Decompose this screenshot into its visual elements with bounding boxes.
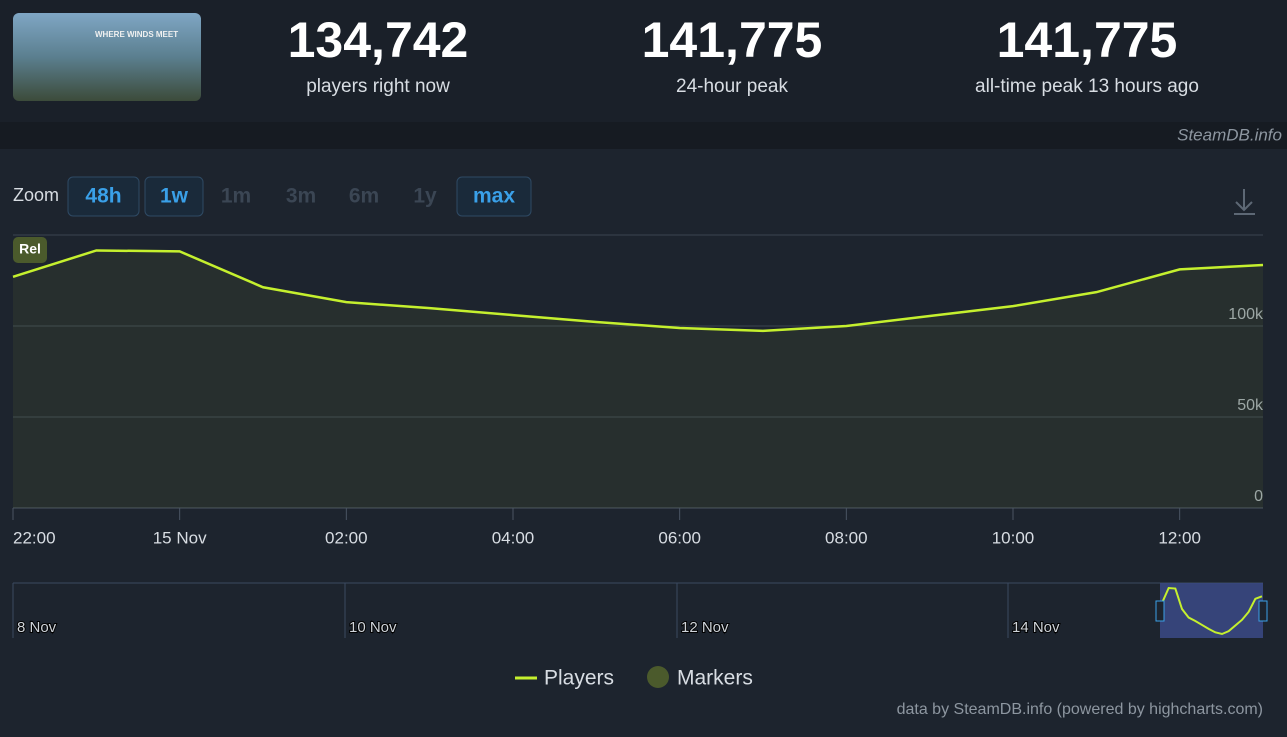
- zoom-button-label[interactable]: 1y: [413, 185, 437, 208]
- legend-symbol[interactable]: [647, 666, 669, 688]
- download-icon[interactable]: [1234, 189, 1255, 215]
- x-tick-label: 06:00: [658, 528, 701, 547]
- annotation-label: Rel: [19, 241, 41, 257]
- zoom-button-label[interactable]: 3m: [286, 185, 316, 208]
- game-image: [13, 13, 201, 101]
- navigator-label: 8 Nov: [17, 619, 57, 636]
- x-tick-label: 15 Nov: [153, 528, 207, 547]
- stat-label: players right now: [306, 76, 450, 97]
- stat-label: all-time peak 13 hours ago: [975, 76, 1199, 97]
- logo-text: WHERE WINDS MEET: [95, 30, 178, 39]
- navigator-handle[interactable]: [1155, 600, 1165, 622]
- stat-value: 141,775: [642, 12, 823, 68]
- header-bg: [0, 0, 1287, 122]
- y-tick-label: 100k: [1228, 306, 1264, 323]
- zoom-button-label[interactable]: 1w: [160, 185, 189, 208]
- area: [13, 250, 1263, 508]
- zoom-button[interactable]: [67, 176, 140, 217]
- navigator-line: [1161, 586, 1263, 636]
- x-tick-label: 10:00: [992, 528, 1035, 547]
- stat-value: 134,742: [288, 12, 469, 68]
- zoom-button[interactable]: [144, 176, 204, 217]
- navigator-handle[interactable]: [1258, 600, 1268, 622]
- x-tick-label: 12:00: [1158, 528, 1201, 547]
- zoom-button-label[interactable]: 48h: [85, 185, 121, 208]
- navigator-label: 14 Nov: [1012, 619, 1060, 636]
- source-link[interactable]: SteamDB.info: [1177, 125, 1282, 144]
- zoom-button[interactable]: [456, 176, 532, 217]
- x-tick-label: 08:00: [825, 528, 868, 547]
- y-tick-label: 50k: [1237, 397, 1264, 414]
- stat-value: 141,775: [997, 12, 1178, 68]
- y-tick-label: 0: [1254, 488, 1263, 505]
- stat-label: 24-hour peak: [676, 76, 788, 97]
- x-tick-label: 22:00: [13, 528, 56, 547]
- navigator-label: 12 Nov: [681, 619, 729, 636]
- zoom-button-label[interactable]: 6m: [349, 185, 379, 208]
- annotation-flag: [13, 237, 47, 263]
- legend-label[interactable]: Players: [544, 667, 614, 690]
- x-tick-label: 02:00: [325, 528, 368, 547]
- line: [12, 249, 1264, 333]
- legend-label[interactable]: Markers: [677, 667, 753, 690]
- zoom-button-label[interactable]: max: [473, 185, 515, 208]
- navigator-label: 10 Nov: [349, 619, 397, 636]
- source-strip: [0, 122, 1287, 149]
- x-tick-label: 04:00: [492, 528, 535, 547]
- credits: data by SteamDB.info (powered by highcha…: [897, 701, 1263, 718]
- zoom-button-label[interactable]: 1m: [221, 185, 251, 208]
- zoom-label: Zoom: [13, 185, 59, 205]
